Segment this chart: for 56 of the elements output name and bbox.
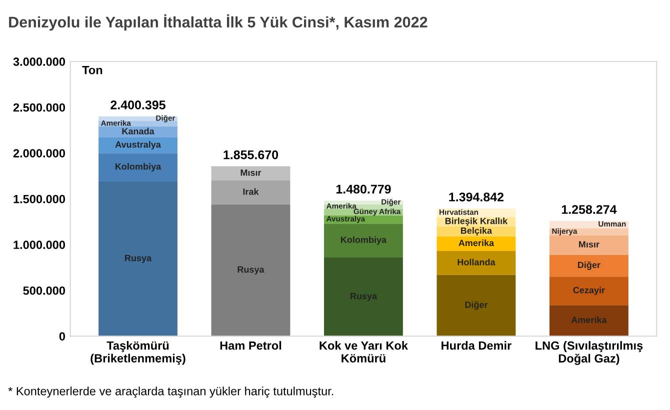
bar bbox=[436, 236, 516, 252]
data-label: Belçika bbox=[461, 227, 492, 236]
data-label: Rusya bbox=[125, 254, 152, 264]
bar bbox=[98, 181, 178, 336]
total-label: 2.400.395 bbox=[110, 100, 166, 110]
total-label: 1.258.274 bbox=[562, 205, 617, 214]
x-tick-label: Ham Petrol bbox=[220, 341, 282, 350]
bar bbox=[98, 153, 178, 182]
bar bbox=[211, 204, 290, 336]
data-label: Diğer bbox=[578, 261, 600, 270]
y-tick-label: 2.500.000 bbox=[13, 103, 66, 112]
data-label: Diğer bbox=[465, 301, 488, 310]
bar bbox=[324, 257, 403, 336]
chart-title: Denizyolu ile Yapılan İthalatta İlk 5 Yük Cinsi*, Kasım 2022 bbox=[9, 14, 428, 31]
bar bbox=[211, 180, 290, 204]
y-tick-label: 3.000.000 bbox=[13, 58, 66, 66]
y-axis-title: Ton bbox=[82, 66, 102, 74]
bar bbox=[324, 200, 403, 204]
bar bbox=[324, 224, 403, 258]
y-tick-label: 1.000.000 bbox=[14, 240, 66, 250]
y-tick-label: 500.000 bbox=[23, 286, 66, 295]
bar bbox=[211, 166, 290, 181]
bar bbox=[549, 254, 628, 277]
bar bbox=[436, 274, 516, 336]
data-label: Avustralya bbox=[115, 141, 161, 150]
bar bbox=[98, 138, 178, 154]
total-label: 1.480.779 bbox=[336, 184, 391, 194]
y-tick-label: 1.500.000 bbox=[14, 194, 66, 204]
y-tick-label: 0 bbox=[59, 332, 66, 341]
data-label: Irak bbox=[243, 188, 259, 195]
bar bbox=[436, 251, 516, 275]
y-tick-label: 2.000.000 bbox=[13, 149, 66, 158]
bar bbox=[98, 126, 178, 138]
data-label: Birleşik Krallık bbox=[445, 218, 508, 226]
data-label: Kolombiya bbox=[341, 236, 387, 245]
data-label: Rusya bbox=[238, 266, 264, 274]
data-label: Cezayir bbox=[573, 286, 605, 296]
bar bbox=[549, 235, 628, 255]
data-label: Kolombiya bbox=[116, 163, 162, 172]
total-label: 1.855.670 bbox=[224, 150, 278, 160]
total-label: 1.394.842 bbox=[449, 192, 504, 202]
text: * Konteynerlerde ve araçlarda taşınan yükler hariç tutulmuştur. bbox=[8, 386, 334, 398]
bar bbox=[549, 305, 628, 336]
data-label: Amerika bbox=[458, 240, 494, 246]
x-tick-label: Kok ve Yarı Kok Kömürü bbox=[320, 341, 408, 362]
data-label: Mısır bbox=[240, 170, 262, 176]
data-label: Hollanda bbox=[458, 258, 496, 266]
x-tick-label: LNG (Sıvılaştırılmış Doğal Gaz) bbox=[536, 341, 643, 365]
bar bbox=[549, 276, 628, 306]
data-label: Amerika bbox=[571, 316, 607, 324]
bar bbox=[549, 228, 628, 236]
x-tick-label: Taşkömürü (Briketlenmemiş) bbox=[90, 341, 186, 365]
data-label: Rusya bbox=[350, 292, 378, 302]
data-label: Mısır bbox=[579, 241, 600, 248]
data-label: Kanada bbox=[122, 128, 154, 134]
x-tick-label: Hurda Demir bbox=[442, 341, 512, 350]
